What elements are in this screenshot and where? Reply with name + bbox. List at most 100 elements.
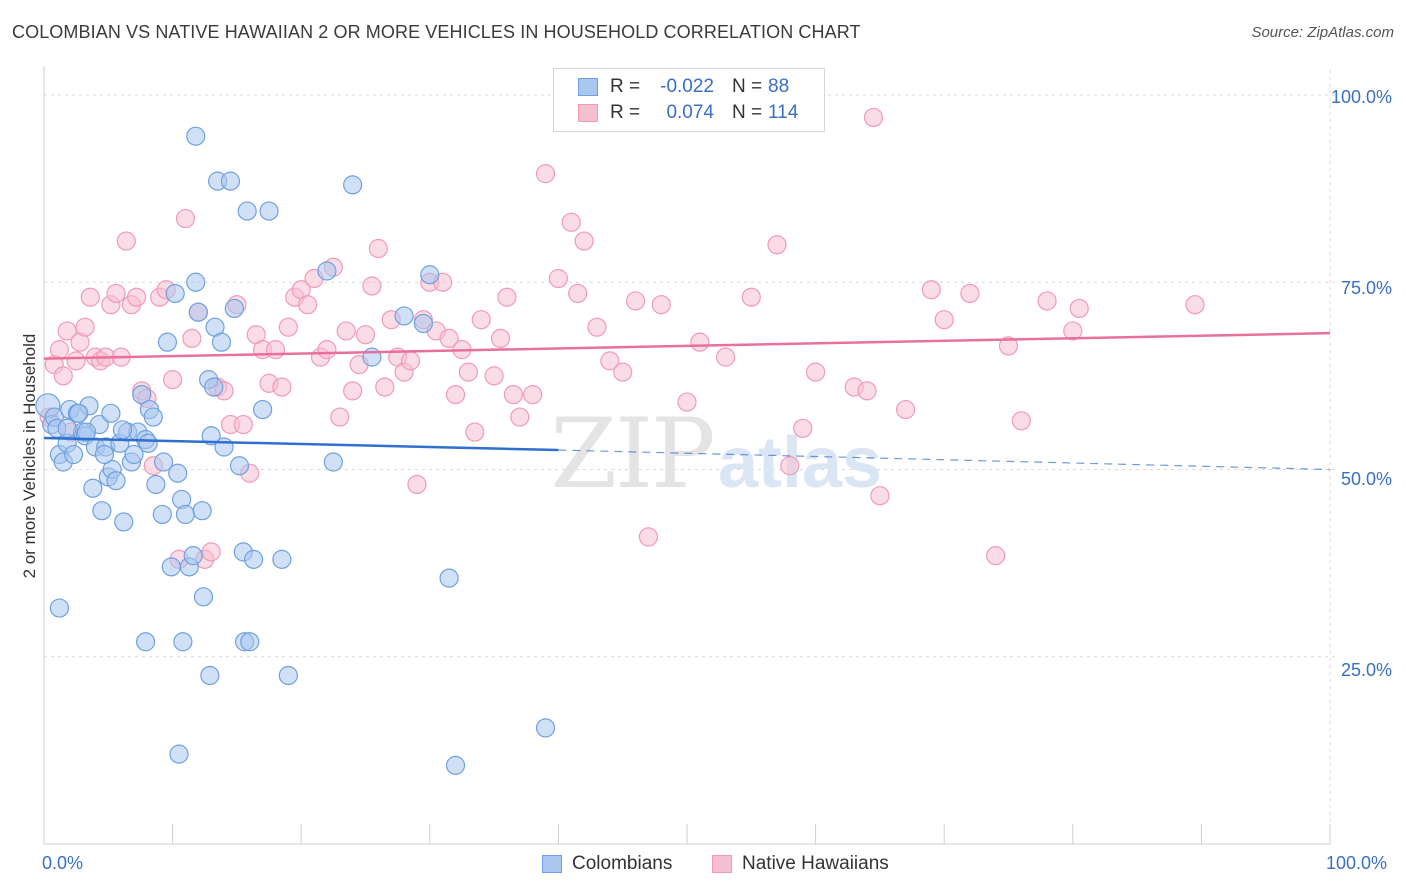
colombian-point [204, 377, 224, 397]
native-hawaiian-point [106, 283, 126, 304]
colombian-point [214, 437, 234, 457]
native-hawaiian-point [510, 407, 530, 427]
native-hawaiian-point [317, 340, 337, 360]
colombian-point [132, 384, 152, 405]
native-hawaiian-point [1037, 291, 1057, 311]
native-hawaiian-point [1011, 411, 1031, 431]
colombian-point [188, 302, 208, 322]
native-hawaiian-point [465, 422, 485, 442]
colombian-point [165, 283, 185, 304]
legend-r-value: -0.022 [660, 76, 714, 97]
native-hawaiian-point [201, 542, 221, 562]
colombian-point [168, 463, 188, 483]
bottom-legend-native-hawaiians: Native Hawaiians [712, 852, 889, 876]
native-hawaiian-point [278, 317, 298, 337]
colombian-point [201, 426, 221, 446]
colombian-point [439, 568, 459, 588]
native-hawaiian-point [497, 287, 517, 307]
legend-r-value: 0.074 [666, 102, 714, 123]
legend-row-native-hawaiians: R = 0.074 N = 114 [578, 100, 818, 126]
legend-r-label: R = [610, 102, 641, 123]
legend-n-value: 88 [768, 76, 790, 97]
colombian-point [317, 261, 337, 281]
bottom-legend-label-colombians: Colombians [572, 853, 673, 874]
native-hawaiians-trend-line [43, 331, 1331, 360]
x-tick-label-min: 0.0% [42, 853, 84, 873]
colombian-point [92, 501, 112, 521]
colombian-point [272, 549, 292, 569]
legend-n-label: N = [732, 102, 763, 123]
native-hawaiian-point [960, 283, 980, 304]
native-hawaiian-point [793, 418, 813, 438]
native-hawaiian-point [163, 370, 183, 390]
native-hawaiian-point [863, 107, 884, 128]
native-hawaiian-point [330, 407, 350, 427]
colombian-point [253, 399, 273, 420]
native-hawaiian-point [600, 351, 620, 371]
colombian-point [152, 504, 172, 525]
legend-n-label: N = [732, 76, 763, 97]
native-hawaiian-point [368, 238, 388, 259]
colombian-point [200, 665, 220, 686]
colombian-point [106, 471, 126, 491]
native-hawaiian-point [857, 381, 877, 401]
native-hawaiian-point [484, 366, 504, 386]
colombian-point [114, 512, 134, 532]
colombian-point [173, 632, 193, 652]
native-hawaiian-point [998, 336, 1019, 356]
bottom-legend-swatch-pink [712, 855, 732, 873]
native-hawaiian-point [780, 456, 800, 476]
native-hawaiian-point [715, 347, 736, 367]
native-hawaiian-point [343, 381, 363, 401]
native-hawaiian-point [458, 362, 478, 382]
y-axis-label: 2 or more Vehicles in Household [20, 333, 39, 579]
colombian-point [186, 272, 206, 292]
axes [43, 66, 1331, 845]
native-hawaiian-point [677, 392, 697, 412]
native-hawaiian-point [57, 321, 77, 341]
native-hawaiian-point [1185, 295, 1205, 315]
colombian-point [278, 665, 298, 686]
legend-swatch-pink [578, 104, 598, 122]
native-hawaiian-point [934, 310, 954, 330]
native-hawaiian-point [272, 377, 292, 397]
colombian-point [143, 407, 163, 427]
colombian-point [49, 598, 70, 618]
colombian-point [135, 632, 156, 652]
colombian-point [244, 549, 264, 569]
colombian-point [224, 298, 244, 319]
native-hawaiian-point [182, 328, 202, 349]
native-hawaiian-point [126, 287, 147, 307]
native-hawaiian-point [407, 474, 427, 495]
colombian-point [237, 201, 257, 221]
native-hawaiian-point [439, 328, 459, 349]
legend-n-value: 114 [768, 102, 799, 123]
colombian-point [186, 126, 206, 146]
colombians-trend-extension [558, 449, 1331, 471]
native-hawaiian-point [375, 377, 395, 397]
colombian-point [146, 474, 166, 495]
colombian-point [343, 175, 363, 195]
colombian-point [394, 306, 414, 326]
native-hawaiian-point [355, 325, 376, 345]
grid-lines [44, 70, 1338, 844]
colombian-point [175, 504, 196, 525]
bottom-legend-label-native-hawaiians: Native Hawaiians [742, 853, 889, 874]
native-hawaiian-point [445, 384, 466, 405]
colombian-point [138, 433, 158, 453]
colombian-point [193, 587, 214, 607]
colombian-point [323, 452, 343, 472]
colombian-point [101, 403, 121, 423]
colombian-point [94, 444, 115, 465]
native-hawaiian-point [561, 212, 581, 232]
y-tick-label-50: 50.0% [1340, 469, 1392, 489]
native-hawaiian-point [400, 351, 421, 371]
colombian-point [211, 332, 232, 352]
colombians-trend-line [43, 436, 559, 452]
legend-swatch-blue [578, 78, 598, 96]
colombian-point [420, 265, 440, 285]
native-hawaiian-point [651, 295, 671, 315]
native-hawaiian-point [336, 321, 356, 341]
native-hawaiian-point [535, 164, 556, 184]
